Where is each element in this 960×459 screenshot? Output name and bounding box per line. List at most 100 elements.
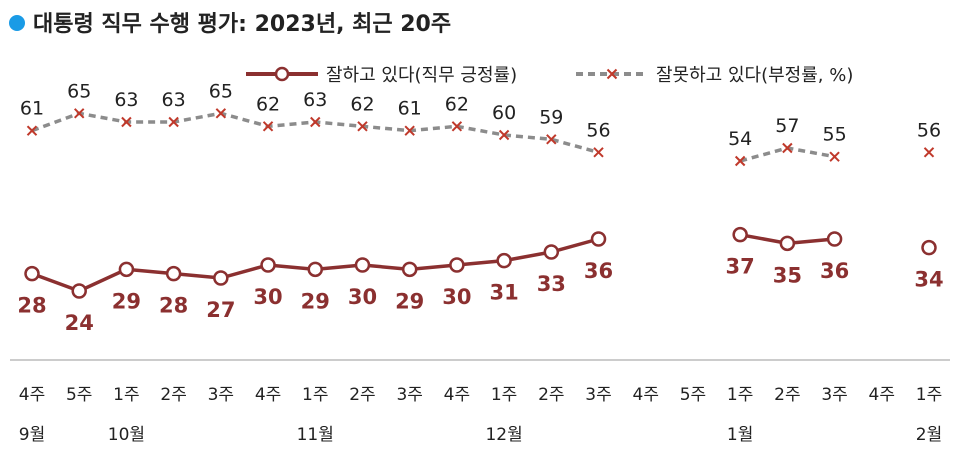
positive-label-17: 36 bbox=[820, 259, 849, 283]
title-bullet bbox=[9, 15, 25, 31]
negative-point-7 bbox=[357, 121, 368, 132]
legend-item-negative: 잘못하고 있다(부정률, %) bbox=[576, 65, 853, 86]
positive-point-6 bbox=[307, 261, 324, 278]
x-tick-label-17: 3주 bbox=[821, 385, 847, 405]
positive-point-8 bbox=[401, 261, 418, 278]
x-tick-label-11: 2주 bbox=[538, 385, 564, 405]
positive-label-11: 33 bbox=[537, 272, 566, 296]
positive-label-8: 29 bbox=[395, 289, 424, 313]
negative-point-3 bbox=[168, 116, 179, 128]
negative-point-19 bbox=[923, 147, 935, 158]
positive-label-12: 36 bbox=[584, 259, 613, 283]
negative-label-2: 63 bbox=[114, 89, 138, 111]
positive-label-15: 37 bbox=[726, 255, 755, 279]
positive-point-11 bbox=[543, 244, 560, 260]
x-tick-label-18: 4주 bbox=[869, 385, 895, 405]
positive-point-9 bbox=[449, 257, 465, 273]
positive-point-19 bbox=[921, 239, 937, 256]
positive-label-9: 30 bbox=[442, 285, 471, 309]
negative-point-6 bbox=[310, 116, 321, 128]
x-tick-label-10: 1주 bbox=[491, 385, 517, 405]
month-label-5: 2월 bbox=[916, 425, 942, 445]
positive-label-2: 29 bbox=[112, 289, 141, 313]
legend-positive-label: 잘하고 있다(직무 긍정률) bbox=[326, 65, 517, 86]
negative-label-4: 65 bbox=[209, 80, 233, 102]
x-tick-label-19: 1주 bbox=[916, 385, 942, 405]
positive-point-15 bbox=[732, 226, 748, 243]
positive-point-17 bbox=[826, 231, 843, 247]
month-label-2: 11월 bbox=[297, 425, 334, 445]
x-tick-label-2: 1주 bbox=[113, 385, 139, 405]
x-tick-label-12: 3주 bbox=[585, 385, 611, 405]
negative-point-17 bbox=[829, 151, 840, 162]
positive-point-16 bbox=[779, 235, 796, 252]
positive-label-19: 34 bbox=[914, 268, 943, 292]
month-labels: 9월 10월 11월 12월 1월 2월 bbox=[19, 425, 942, 445]
x-tick-labels: 4주 5주 1주 2주 3주 4주 1주 2주 3주 4주 1주 2주 3주 4주 5주 1주 2주 3주 4주 1주 bbox=[19, 385, 942, 405]
negative-label-15: 54 bbox=[728, 128, 752, 150]
negative-label-16: 57 bbox=[775, 115, 799, 137]
positive-point-10 bbox=[496, 252, 512, 269]
legend-negative-x bbox=[606, 68, 618, 80]
positive-label-7: 30 bbox=[348, 285, 377, 309]
negative-label-7: 62 bbox=[350, 93, 374, 115]
positive-label-4: 27 bbox=[206, 298, 235, 322]
positive-label-10: 31 bbox=[489, 281, 518, 305]
negative-label-0: 61 bbox=[20, 98, 44, 120]
negative-label-5: 62 bbox=[256, 93, 280, 115]
positive-label-6: 29 bbox=[301, 289, 330, 313]
positive-label-16: 35 bbox=[773, 263, 802, 287]
positive-point-1 bbox=[71, 283, 87, 299]
negative-point-10 bbox=[498, 129, 510, 141]
legend: 잘하고 있다(직무 긍정률) 잘못하고 있다(부정률, %) bbox=[246, 65, 853, 86]
negative-label-17: 55 bbox=[822, 124, 846, 146]
x-tick-label-13: 4주 bbox=[633, 385, 659, 405]
positive-label-5: 30 bbox=[253, 285, 282, 309]
negative-point-1 bbox=[74, 108, 85, 119]
negative-point-11 bbox=[546, 134, 557, 145]
negative-point-5 bbox=[262, 121, 274, 132]
negative-point-0 bbox=[26, 125, 38, 136]
chart-title: 대통령 직무 수행 평가: 2023년, 최근 20주 bbox=[33, 12, 451, 37]
x-tick-label-6: 1주 bbox=[302, 385, 328, 405]
positive-point-0 bbox=[24, 265, 40, 282]
negative-point-9 bbox=[451, 121, 463, 132]
month-label-0: 9월 bbox=[19, 425, 45, 445]
negative-line-segment-1 bbox=[739, 146, 835, 163]
month-label-4: 1월 bbox=[727, 425, 753, 445]
negative-label-19: 56 bbox=[917, 119, 941, 141]
negative-label-1: 65 bbox=[67, 80, 91, 102]
negative-point-2 bbox=[121, 116, 132, 128]
negative-point-8 bbox=[404, 125, 415, 136]
x-tick-label-7: 2주 bbox=[349, 385, 375, 405]
month-label-3: 12월 bbox=[485, 425, 522, 445]
positive-point-3 bbox=[165, 265, 182, 282]
positive-point-7 bbox=[354, 257, 371, 273]
negative-label-8: 61 bbox=[398, 98, 422, 120]
positive-point-4 bbox=[213, 270, 229, 286]
legend-negative-marker bbox=[606, 68, 618, 80]
positive-point-12 bbox=[590, 231, 607, 247]
x-tick-label-15: 1주 bbox=[727, 385, 753, 405]
x-tick-label-4: 3주 bbox=[208, 385, 234, 405]
negative-point-16 bbox=[782, 142, 793, 154]
x-tick-label-0: 4주 bbox=[19, 385, 45, 405]
negative-label-11: 59 bbox=[539, 106, 563, 128]
negative-point-4 bbox=[215, 108, 227, 119]
legend-item-positive: 잘하고 있다(직무 긍정률) bbox=[246, 65, 517, 86]
negative-label-6: 63 bbox=[303, 89, 327, 111]
x-tick-label-5: 4주 bbox=[255, 385, 281, 405]
negative-label-10: 60 bbox=[492, 102, 516, 124]
x-tick-label-1: 5주 bbox=[66, 385, 92, 405]
month-label-1: 10월 bbox=[108, 425, 145, 445]
x-tick-label-3: 2주 bbox=[160, 385, 186, 405]
positive-label-0: 28 bbox=[17, 294, 46, 318]
positive-label-3: 28 bbox=[159, 294, 188, 318]
plot-area: 61 65 63 63 65 62 63 62 61 62 60 59 56 54 57 55 56 28 24 29… bbox=[17, 80, 943, 335]
positive-point-2 bbox=[118, 261, 135, 278]
negative-label-3: 63 bbox=[162, 89, 186, 111]
negative-label-9: 62 bbox=[445, 93, 469, 115]
legend-negative-label: 잘못하고 있다(부정률, %) bbox=[656, 65, 853, 86]
positive-label-1: 24 bbox=[65, 311, 94, 335]
